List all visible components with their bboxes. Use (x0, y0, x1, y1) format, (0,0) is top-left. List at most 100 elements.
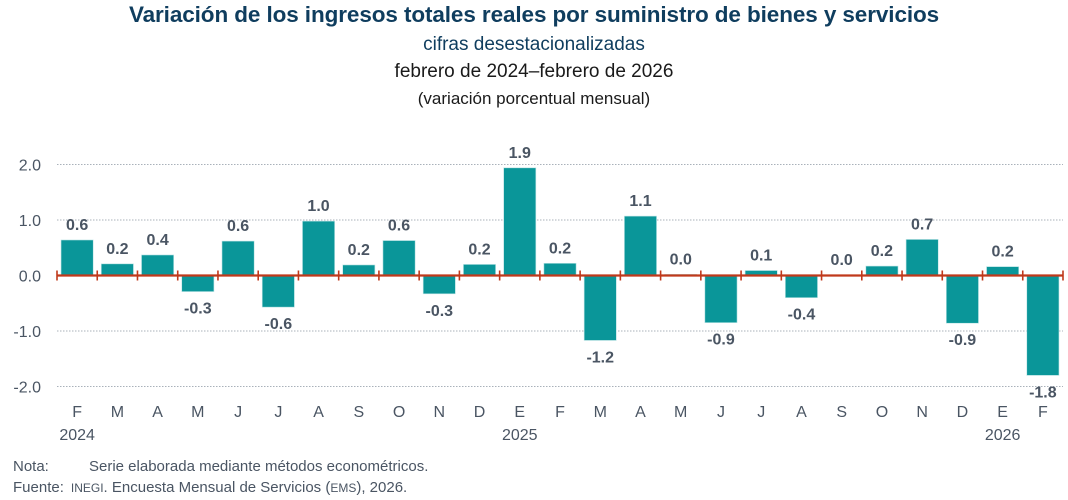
data-label: -0.6 (265, 316, 293, 333)
data-label: -0.3 (425, 303, 453, 320)
x-tick-label: N (433, 404, 445, 421)
data-label: 0.2 (871, 243, 893, 260)
x-axis-ticks: F M A M J J A S O N D E F M A M J J A S O N D E F 2024 2025 2026 (59, 404, 1048, 444)
chart-title: Variación de los ingresos totales reales… (128, 2, 940, 27)
note-text: Serie elaborada mediante métodos economé… (89, 458, 429, 475)
note-line: Nota: Serie elaborada mediante métodos ec… (13, 456, 428, 477)
data-label: 0.0 (831, 252, 853, 269)
data-labels: 0.6 0.2 0.4 -0.3 0.6 -0.6 1.0 0.2 0.6 -0.3 0.2 1.9 0… (66, 145, 1057, 402)
x-tick-label: S (353, 404, 364, 421)
data-label: 0.0 (670, 251, 692, 268)
bar (785, 275, 818, 299)
note-label: Nota: (13, 458, 49, 475)
x-tick-label: D (474, 404, 486, 421)
x-tick-label: F (72, 404, 82, 421)
data-label: -1.2 (586, 349, 614, 366)
bar (302, 220, 335, 276)
x-tick-label: J (274, 404, 282, 421)
source-text-1: . Encuesta Mensual de Servicios ( (103, 479, 331, 496)
chart-period: febrero de 2024–febrero de 2026 (394, 61, 674, 82)
bar (342, 264, 376, 276)
x-tick-label: A (152, 404, 163, 421)
bar (704, 275, 738, 323)
bar (463, 264, 496, 276)
x-tick-label: E (514, 404, 525, 421)
bar (624, 215, 657, 276)
x-tick-label: A (313, 404, 324, 421)
source-org: INEGI (70, 481, 104, 495)
y-tick-label: 2.0 (19, 158, 41, 175)
x-tick-label: J (757, 404, 765, 421)
x-tick-label: D (957, 404, 969, 421)
data-label: -0.9 (949, 332, 977, 349)
data-label: 0.2 (549, 240, 571, 257)
data-label: 0.2 (348, 242, 370, 259)
year-label: 2025 (502, 427, 538, 444)
bar (100, 263, 134, 276)
bar (946, 275, 979, 324)
x-tick-label: F (1038, 404, 1048, 421)
data-label: 0.7 (911, 216, 933, 233)
x-tick-label: A (796, 404, 807, 421)
data-label: -0.9 (707, 332, 735, 349)
y-tick-label: -1.0 (13, 324, 41, 341)
bar (141, 254, 174, 276)
bar-chart: 2.0 1.0 0.0 -1.0 -2.0 0.6 0.2 0.4 -0.3 0.6 -0.6 1.… (13, 145, 1064, 444)
data-label: 0.6 (388, 218, 410, 235)
data-label: 1.0 (307, 198, 329, 215)
year-label: 2024 (59, 427, 95, 444)
source-line: Fuente: INEGI. Encuesta Mensual de Servic… (13, 477, 428, 499)
data-label: 1.9 (509, 145, 531, 162)
y-tick-label: 0.0 (19, 269, 41, 286)
bar (221, 240, 255, 276)
x-tick-label: M (191, 404, 204, 421)
footnotes: Nota: Serie elaborada mediante métodos ec… (13, 456, 428, 499)
data-label: 0.2 (468, 241, 490, 258)
x-tick-label: A (635, 404, 646, 421)
data-label: -0.3 (184, 301, 212, 318)
bar (865, 265, 899, 276)
bar (986, 266, 1020, 276)
y-tick-label: 1.0 (19, 213, 41, 230)
data-label: 0.2 (992, 244, 1014, 261)
data-label: -1.8 (1029, 384, 1057, 401)
chart-subtitle: cifras desestacionalizadas (423, 34, 645, 55)
bar (422, 275, 456, 295)
x-tick-label: E (997, 404, 1008, 421)
chart-unit: (variación porcentual mensual) (417, 89, 651, 108)
x-tick-label: N (916, 404, 928, 421)
bar (1026, 275, 1060, 376)
x-tick-label: M (594, 404, 607, 421)
x-tick-label: J (234, 404, 242, 421)
data-label: 0.4 (146, 232, 168, 249)
data-label: -0.4 (788, 307, 816, 324)
x-tick-label: F (555, 404, 565, 421)
bar (181, 275, 215, 292)
source-text-2: ), 2026. (356, 479, 408, 496)
bar (543, 262, 577, 276)
bar (382, 240, 416, 276)
year-label: 2026 (985, 427, 1021, 444)
zero-axis (56, 270, 1064, 281)
data-label: 0.2 (106, 241, 128, 258)
gridlines (57, 164, 1063, 387)
x-tick-label: O (393, 404, 405, 421)
bar (583, 275, 617, 341)
data-label: 0.1 (750, 248, 772, 265)
x-tick-label: O (876, 404, 888, 421)
data-label: 0.6 (66, 217, 88, 234)
data-label: 0.6 (227, 218, 249, 235)
bar (60, 239, 94, 276)
source-abbr: EMS (330, 481, 357, 495)
bars (60, 167, 1060, 376)
bar (261, 275, 295, 308)
bar (503, 167, 537, 276)
data-label: 1.1 (629, 193, 651, 210)
x-tick-label: J (717, 404, 725, 421)
x-tick-label: S (836, 404, 847, 421)
y-axis-ticks: 2.0 1.0 0.0 -1.0 -2.0 (13, 158, 41, 397)
x-tick-label: M (674, 404, 687, 421)
x-tick-label: M (111, 404, 124, 421)
bar (905, 239, 939, 276)
y-tick-label: -2.0 (13, 380, 41, 397)
